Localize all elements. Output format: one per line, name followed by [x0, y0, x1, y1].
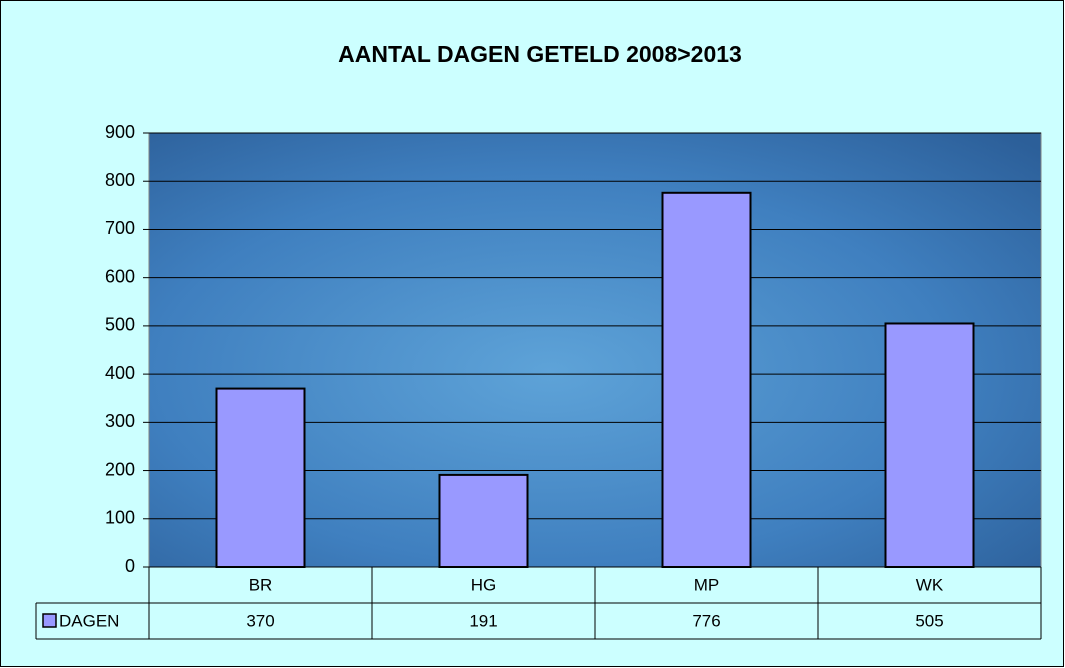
legend-label: DAGEN	[59, 611, 119, 630]
y-tick-label: 100	[105, 508, 135, 528]
x-tick-label: MP	[694, 575, 720, 594]
chart-title: AANTAL DAGEN GETELD 2008>2013	[338, 41, 742, 67]
x-tick-label: BR	[249, 575, 273, 594]
y-tick-label: 200	[105, 459, 135, 479]
bar	[661, 191, 752, 568]
bar	[438, 473, 529, 569]
y-tick-label: 500	[105, 315, 135, 335]
legend-swatch	[42, 613, 57, 628]
bar	[215, 387, 306, 569]
y-tick-label: 900	[105, 122, 135, 142]
x-tick-label: HG	[471, 575, 497, 594]
bar	[884, 322, 975, 568]
y-tick-label: 700	[105, 218, 135, 238]
y-tick-label: 300	[105, 411, 135, 431]
y-tick-label: 400	[105, 363, 135, 383]
x-tick-label: WK	[916, 575, 944, 594]
table-value: 505	[915, 611, 943, 630]
table-value: 776	[692, 611, 720, 630]
y-tick-label: 0	[125, 556, 135, 576]
table-value: 370	[246, 611, 274, 630]
y-tick-label: 600	[105, 266, 135, 286]
table-value: 191	[469, 611, 497, 630]
y-tick-label: 800	[105, 170, 135, 190]
